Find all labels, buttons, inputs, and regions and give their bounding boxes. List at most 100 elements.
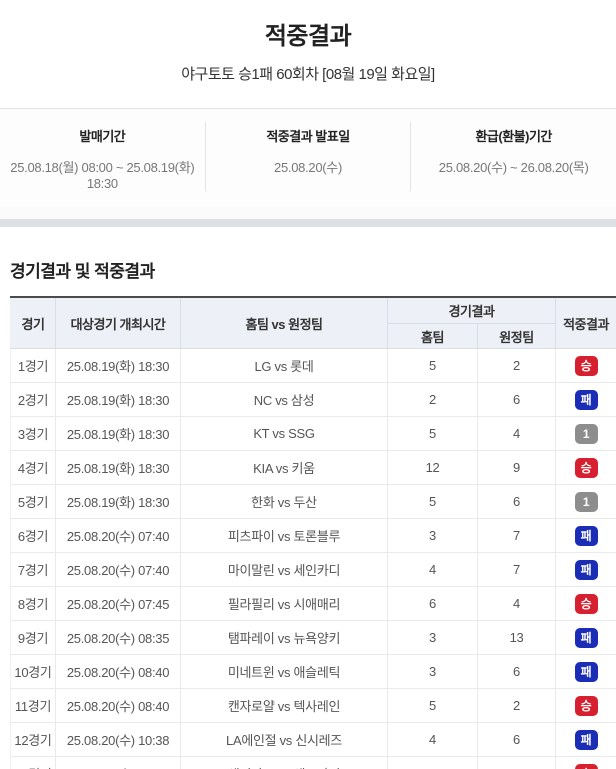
results-tbody: 1경기 25.08.19(화) 18:30 LG vs 롯데 5 2 승 2경기… [10,348,616,769]
datetime-cell: 25.08.20(수) 08:35 [55,620,181,655]
info-label: 환급(환불)기간 [475,129,552,144]
matchup-cell: 피츠파이 vs 토론블루 [180,518,388,553]
home-score-cell: 3 [387,620,478,655]
result-badge: 승 [574,593,598,614]
datetime-cell: 25.08.19(화) 18:30 [55,484,181,519]
result-badge: 1 [574,423,598,444]
home-score-cell: 3 [387,518,478,553]
result-cell: 승 [555,756,616,769]
game-number-cell: 12경기 [10,722,56,757]
matchup-cell: KT vs SSG [180,416,388,451]
game-number-cell: 13경기 [10,756,56,769]
results-table-header: 경기 대상경기 개최시간 홈팀 vs 원정팀 경기결과 적중결과 홈팀 원정팀 [10,297,616,349]
away-score-cell: 6 [477,382,556,417]
home-score-cell: 4 [387,722,478,757]
datetime-cell: 25.08.19(화) 18:30 [55,348,181,383]
home-score-cell: 5 [387,756,478,769]
info-col-sale-period: 발매기간 25.08.18(월) 08:00 ~ 25.08.19(화) 18:… [0,122,205,191]
away-score-cell: 6 [477,722,556,757]
matchup-cell: 한화 vs 두산 [180,484,388,519]
home-score-cell: 12 [387,450,478,485]
matchup-cell: KIA vs 키움 [180,450,388,485]
round-info-panel: 발매기간 25.08.18(월) 08:00 ~ 25.08.19(화) 18:… [0,108,616,206]
matchup-cell: 샌디파드 vs 샌프자이 [180,756,388,769]
table-row: 9경기 25.08.20(수) 08:35 탬파레이 vs 뉴욕양키 3 13 … [10,620,616,655]
table-row: 11경기 25.08.20(수) 08:40 캔자로얄 vs 텍사레인 5 2 … [10,688,616,723]
game-number-cell: 9경기 [10,620,56,655]
header-away-score: 원정팀 [477,323,556,349]
info-col-refund-period: 환급(환불)기간 25.08.20(수) ~ 26.08.20(목) [410,122,616,191]
result-cell: 패 [555,382,616,417]
spacer-strip [0,206,616,219]
table-row: 6경기 25.08.20(수) 07:40 피츠파이 vs 토론블루 3 7 패 [10,518,616,553]
result-badge: 승 [574,763,598,769]
matchup-cell: LG vs 롯데 [180,348,388,383]
away-score-cell: 4 [477,586,556,621]
info-value: 25.08.20(수) [274,160,342,175]
datetime-cell: 25.08.20(수) 10:38 [55,722,181,757]
game-number-cell: 4경기 [10,450,56,485]
table-row: 8경기 25.08.20(수) 07:45 필라필리 vs 시애매리 6 4 승 [10,586,616,621]
game-number-cell: 6경기 [10,518,56,553]
game-number-cell: 10경기 [10,654,56,689]
away-score-cell: 2 [477,688,556,723]
game-number-cell: 8경기 [10,586,56,621]
result-badge: 승 [574,355,598,376]
matchup-cell: 필라필리 vs 시애매리 [180,586,388,621]
datetime-cell: 25.08.20(수) 07:40 [55,552,181,587]
datetime-cell: 25.08.20(수) 07:45 [55,586,181,621]
result-cell: 패 [555,620,616,655]
result-badge: 1 [574,491,598,512]
home-score-cell: 3 [387,654,478,689]
datetime-cell: 25.08.19(화) 18:30 [55,416,181,451]
home-score-cell: 4 [387,552,478,587]
info-label: 발매기간 [79,129,126,144]
table-row: 12경기 25.08.20(수) 10:38 LA에인절 vs 신시레즈 4 6… [10,722,616,757]
datetime-cell: 25.08.19(화) 18:30 [55,450,181,485]
away-score-cell: 6 [477,484,556,519]
result-badge: 승 [574,457,598,478]
away-score-cell: 7 [477,518,556,553]
header-home-score: 홈팀 [387,323,478,349]
result-badge: 패 [574,389,598,410]
home-score-cell: 5 [387,484,478,519]
away-score-cell: 1 [477,756,556,769]
table-row: 10경기 25.08.20(수) 08:40 미네트윈 vs 애슬레틱 3 6 … [10,654,616,689]
away-score-cell: 4 [477,416,556,451]
matchup-cell: NC vs 삼성 [180,382,388,417]
away-score-cell: 6 [477,654,556,689]
game-number-cell: 1경기 [10,348,56,383]
header-game: 경기 [10,297,56,349]
datetime-cell: 25.08.20(수) 10:40 [55,756,181,769]
table-row: 4경기 25.08.19(화) 18:30 KIA vs 키움 12 9 승 [10,450,616,485]
result-badge: 패 [574,525,598,546]
result-cell: 승 [555,450,616,485]
game-number-cell: 5경기 [10,484,56,519]
matchup-cell: 마이말린 vs 세인카디 [180,552,388,587]
header-matchup: 홈팀 vs 원정팀 [180,297,388,349]
home-score-cell: 5 [387,416,478,451]
home-score-cell: 5 [387,348,478,383]
home-score-cell: 6 [387,586,478,621]
section-title: 경기결과 및 적중결과 [10,262,155,281]
result-badge: 패 [574,729,598,750]
away-score-cell: 13 [477,620,556,655]
section-divider [0,219,616,227]
page-subtitle: 야구토토 승1패 60회차 [08월 19일 화요일] [181,66,435,83]
table-row: 3경기 25.08.19(화) 18:30 KT vs SSG 5 4 1 [10,416,616,451]
home-score-cell: 2 [387,382,478,417]
header-result-group: 경기결과 [387,297,556,324]
datetime-cell: 25.08.20(수) 08:40 [55,654,181,689]
result-cell: 패 [555,552,616,587]
page-title: 적중결과 [264,23,352,50]
result-cell: 패 [555,654,616,689]
table-row: 5경기 25.08.19(화) 18:30 한화 vs 두산 5 6 1 [10,484,616,519]
away-score-cell: 7 [477,552,556,587]
datetime-cell: 25.08.20(수) 08:40 [55,688,181,723]
header-datetime: 대상경기 개최시간 [55,297,181,349]
datetime-cell: 25.08.20(수) 07:40 [55,518,181,553]
game-number-cell: 3경기 [10,416,56,451]
table-row: 1경기 25.08.19(화) 18:30 LG vs 롯데 5 2 승 [10,348,616,383]
results-table: 경기 대상경기 개최시간 홈팀 vs 원정팀 경기결과 적중결과 홈팀 원정팀 … [10,296,616,769]
